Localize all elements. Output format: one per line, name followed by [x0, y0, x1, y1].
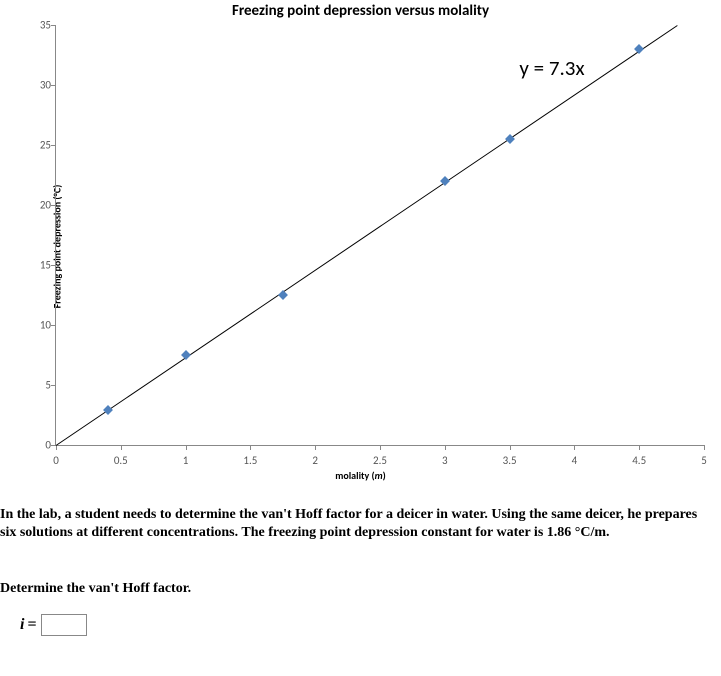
y-tick-label: 0: [26, 439, 51, 452]
x-tick-label: 0: [53, 454, 59, 467]
x-tick-label: 3: [442, 454, 448, 467]
plot-area: 0510152025303500.511.522.533.544.55y = 7…: [55, 25, 704, 446]
problem-prompt: Determine the van't Hoff factor.: [0, 580, 191, 598]
x-tick-label: 1.5: [243, 454, 257, 467]
y-tick-label: 10: [26, 319, 51, 332]
x-tick-label: 2: [312, 454, 318, 467]
y-tick-label: 25: [26, 139, 51, 152]
x-tick-label: 5: [701, 454, 707, 467]
y-tick-label: 20: [26, 199, 51, 212]
trendline: [56, 25, 678, 446]
y-tick-label: 5: [26, 379, 51, 392]
x-tick-label: 4: [572, 454, 578, 467]
x-tick-label: 3.5: [503, 454, 517, 467]
equals-sign: =: [27, 616, 36, 634]
equation-annotation: y = 7.3x: [519, 55, 584, 81]
y-tick-label: 30: [26, 79, 51, 92]
x-axis-label: molality (m): [0, 469, 721, 482]
data-marker: [278, 290, 288, 300]
chart-title: Freezing point depression versus molalit…: [0, 2, 721, 20]
y-tick-label: 35: [26, 19, 51, 32]
y-tick-label: 15: [26, 259, 51, 272]
x-tick-label: 4.5: [632, 454, 646, 467]
chart-container: Freezing point depression versus molalit…: [0, 0, 721, 490]
problem-paragraph: In the lab, a student needs to determine…: [0, 506, 715, 542]
answer-variable: i: [20, 616, 24, 634]
answer-row: i =: [20, 614, 87, 636]
x-tick-label: 0.5: [114, 454, 128, 467]
answer-input[interactable]: [41, 614, 87, 636]
x-tick-label: 1: [183, 454, 189, 467]
x-tick-label: 2.5: [373, 454, 387, 467]
